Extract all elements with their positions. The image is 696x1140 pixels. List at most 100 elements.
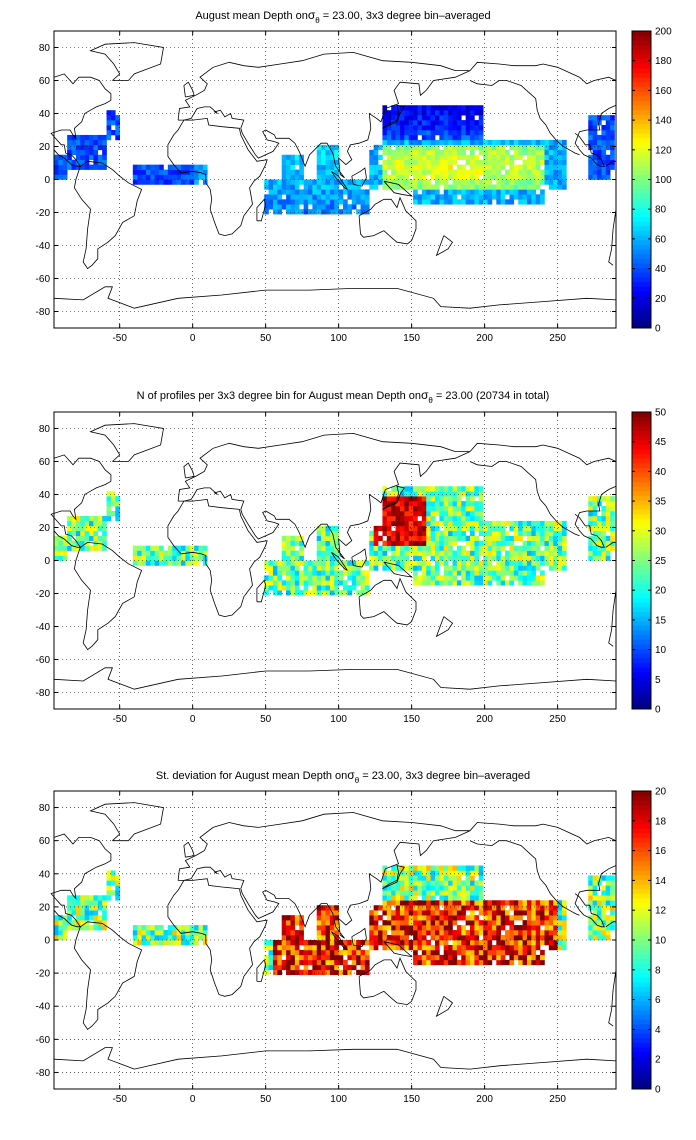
data-cell [329,179,335,185]
data-cell [325,525,331,532]
data-cell [97,520,103,527]
data-cell [518,139,523,146]
data-cell [531,149,537,156]
data-cell [452,525,458,532]
data-cell [452,139,458,146]
data-cell [71,159,77,165]
data-cell [588,890,593,896]
data-cell [487,550,493,556]
data-cell [399,520,405,527]
data-cell [351,949,357,956]
data-cell [290,189,296,195]
data-cell [434,501,440,507]
data-cell [540,949,545,956]
data-cell [167,164,173,170]
data-cell [470,115,475,121]
data-cell [399,164,405,170]
data-cell [404,930,410,936]
data-cell [470,940,475,946]
data-cell [526,560,532,566]
coastline [435,995,454,1018]
data-cell [399,560,405,566]
data-cell [540,530,545,537]
data-cell [448,144,453,151]
data-cell [592,875,598,881]
data-cell [601,890,607,896]
data-cell [373,905,379,911]
data-cell [75,520,81,527]
data-cell [89,164,94,170]
data-cell [456,570,462,576]
data-cell [426,159,431,165]
data-cell [526,570,532,576]
data-cell [474,159,480,165]
data-cell [145,169,151,175]
data-cell [321,560,326,566]
data-cell [439,560,445,566]
data-cell [592,174,598,180]
data-cell [496,174,501,180]
data-cell [443,949,449,956]
data-cell [299,925,304,931]
data-cell [509,189,515,195]
data-cell [553,184,558,190]
data-cell [601,915,607,921]
data-cell [277,560,283,566]
data-cell [531,144,537,151]
data-cell [605,540,611,546]
data-cell [347,575,353,581]
colorbar-step [632,926,651,932]
data-cell [93,525,99,532]
data-cell [62,169,68,175]
colorbar-step [632,490,651,496]
data-cell [588,545,593,551]
data-cell [474,890,480,896]
data-cell [290,935,296,941]
data-cell [448,174,453,180]
data-cell [443,930,449,936]
data-cell [443,560,449,566]
data-cell [413,515,418,522]
data-cell [316,580,322,586]
colorbar-tick-label: 6 [655,995,661,1006]
data-cell [417,875,423,881]
data-cell [434,130,440,136]
data-cell [448,935,453,941]
data-cell [430,890,436,896]
data-cell [281,159,287,165]
data-cell [522,570,528,576]
data-cell [386,910,392,916]
data-cell [434,944,440,951]
data-cell [557,144,563,151]
data-cell [592,120,598,126]
data-cell [290,550,296,556]
data-cell [465,560,471,566]
data-cell [496,959,501,966]
data-cell [448,920,453,926]
data-cell [535,930,541,936]
data-cell [470,959,475,966]
data-cell [150,164,156,170]
data-cell [369,944,374,951]
data-cell [509,930,515,936]
data-cell [97,925,103,931]
data-cell [465,194,471,200]
colorbar-step [632,467,651,473]
data-cell [364,570,370,576]
data-cell [434,110,440,116]
data-cell [321,194,326,200]
colorbar-step [632,667,651,673]
data-cell [426,550,431,556]
data-cell [430,525,436,532]
data-cell [378,935,383,941]
data-cell [553,154,558,160]
data-cell [456,910,462,916]
data-cell [491,164,497,170]
data-cell [470,105,475,111]
colorbar-step [632,630,651,636]
coastline [351,548,367,568]
data-cell [264,565,269,571]
colorbar-step [632,133,651,139]
data-cell [522,940,528,946]
data-cell [421,570,427,576]
